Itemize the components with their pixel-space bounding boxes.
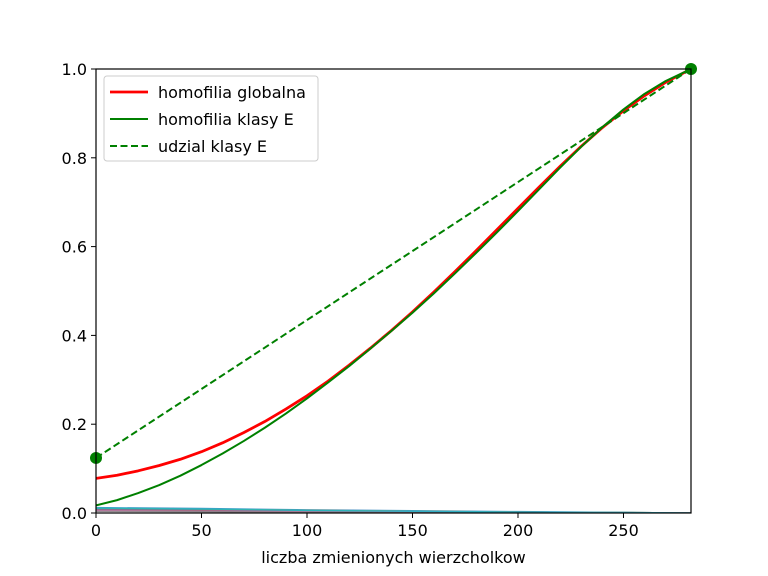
axes-frame xyxy=(95,68,692,514)
y-tick-label: 0.0 xyxy=(62,504,87,523)
x-tick-label: 100 xyxy=(292,521,323,540)
x-tick-label: 150 xyxy=(397,521,428,540)
x-tick-label: 50 xyxy=(191,521,211,540)
legend: homofilia globalna homofilia klasy E udzia… xyxy=(103,75,319,162)
series-layer xyxy=(96,67,692,513)
y-tick-label: 0.4 xyxy=(62,326,87,345)
y-tick-label: 1.0 xyxy=(62,60,87,79)
series-line-udzial-klasy-e xyxy=(96,68,692,459)
y-tick-label: 0.2 xyxy=(62,415,87,434)
x-tick-label: 0 xyxy=(91,521,101,540)
legend-label: homofilia klasy E xyxy=(158,110,294,129)
legend-label: homofilia globalna xyxy=(158,83,306,102)
plot-area xyxy=(90,63,697,513)
x-tick-label: 200 xyxy=(503,521,534,540)
axes: 0 50 100 150 200 250 0.0 0.2 0.4 0.6 0.8 1.0 xyxy=(62,60,692,540)
legend-label: udzial klasy E xyxy=(158,137,267,156)
series-line-homofilia-klasy-e xyxy=(96,68,692,507)
y-tick-label: 0.8 xyxy=(62,149,87,168)
x-tick-label: 250 xyxy=(608,521,639,540)
y-tick-label: 0.6 xyxy=(62,238,87,257)
x-axis-label: liczba zmienionych wierzcholkow xyxy=(261,548,526,567)
legend-box xyxy=(103,75,319,162)
